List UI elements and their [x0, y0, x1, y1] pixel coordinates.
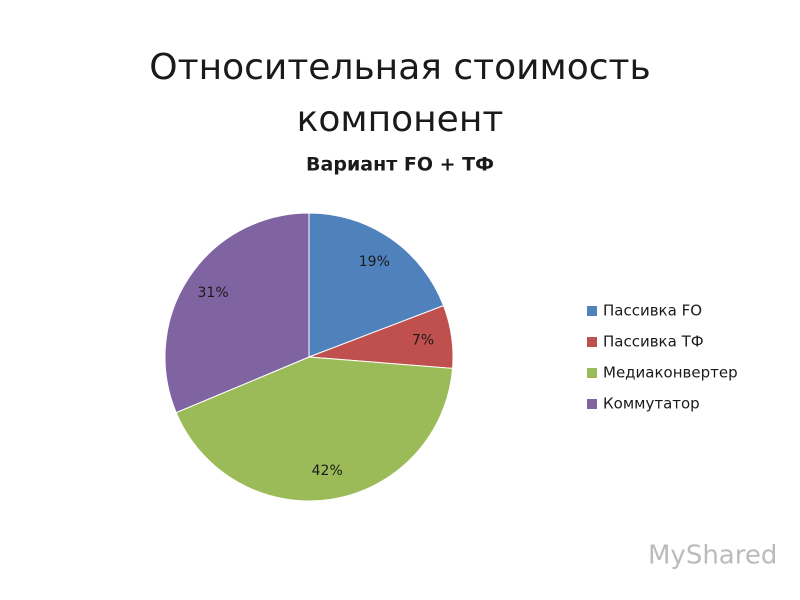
data-label: 19% — [359, 254, 390, 270]
pie-slice — [175, 356, 454, 502]
legend-label: Пассивка FO — [603, 302, 702, 320]
legend-label: Коммутатор — [603, 395, 700, 413]
chart-subtitle: Вариант FO + ТФ — [306, 154, 494, 176]
data-label: 42% — [312, 463, 343, 479]
legend-swatch — [587, 306, 597, 316]
legend-swatch — [587, 399, 597, 409]
legend-swatch — [587, 337, 597, 347]
legend-label: Пассивка ТФ — [603, 333, 704, 351]
pie-slice — [164, 212, 310, 414]
data-label: 7% — [412, 333, 434, 349]
pie-slice — [308, 212, 445, 358]
watermark: MyShared — [648, 541, 777, 571]
legend-label: Медиаконвертер — [603, 364, 738, 382]
chart-title: Относительная стоимость компонент — [149, 47, 651, 140]
legend-swatch — [587, 368, 597, 378]
data-label: 31% — [198, 285, 229, 301]
